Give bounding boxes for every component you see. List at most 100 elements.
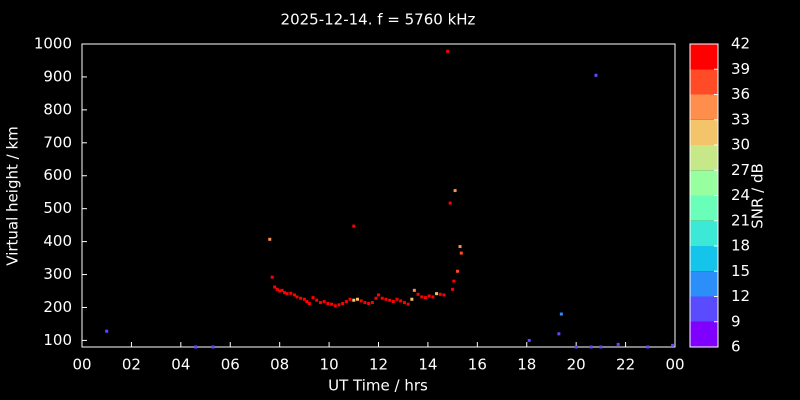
point bbox=[352, 298, 356, 302]
point bbox=[280, 288, 284, 292]
point bbox=[616, 342, 620, 346]
colorbar-bin bbox=[690, 145, 718, 171]
point bbox=[370, 301, 374, 305]
point bbox=[459, 251, 463, 255]
colorbar-bin bbox=[690, 271, 718, 297]
colorbar-tick-label: 39 bbox=[731, 60, 750, 78]
point bbox=[557, 332, 561, 336]
point bbox=[333, 304, 337, 308]
point bbox=[452, 279, 456, 283]
point bbox=[292, 293, 296, 297]
x-tick-label: 14 bbox=[418, 356, 437, 374]
point bbox=[448, 201, 452, 205]
point bbox=[363, 301, 367, 305]
x-tick-label: 20 bbox=[567, 356, 586, 374]
x-tick-label: 00 bbox=[72, 356, 91, 374]
x-tick-label: 08 bbox=[270, 356, 289, 374]
y-tick-label: 800 bbox=[43, 100, 72, 118]
colorbar-tick-label: 6 bbox=[731, 338, 741, 356]
point bbox=[453, 189, 457, 193]
colorbar-bin bbox=[690, 69, 718, 95]
point bbox=[359, 299, 363, 303]
point bbox=[431, 295, 435, 299]
point bbox=[574, 345, 578, 349]
x-tick-label: 06 bbox=[221, 356, 240, 374]
point bbox=[285, 292, 289, 296]
colorbar-tick-label: 24 bbox=[731, 186, 750, 204]
point bbox=[352, 224, 356, 228]
colorbar-tick-label: 12 bbox=[731, 287, 750, 305]
point bbox=[318, 301, 322, 305]
colorbar-tick-label: 36 bbox=[731, 85, 750, 103]
point bbox=[380, 296, 384, 300]
point bbox=[438, 292, 442, 296]
colorbar-bin bbox=[690, 195, 718, 221]
colorbar-bin bbox=[690, 170, 718, 196]
point bbox=[322, 300, 326, 304]
y-tick-label: 400 bbox=[43, 232, 72, 250]
point bbox=[305, 300, 309, 304]
point bbox=[388, 298, 392, 302]
point bbox=[289, 291, 293, 295]
point bbox=[451, 287, 455, 291]
point bbox=[283, 291, 287, 295]
colorbar-bin bbox=[690, 321, 718, 347]
point bbox=[326, 302, 330, 306]
colorbar-tick-label: 27 bbox=[731, 161, 750, 179]
y-axis-label: Virtual height / km bbox=[4, 126, 22, 265]
point bbox=[355, 297, 359, 301]
point bbox=[589, 345, 593, 349]
point bbox=[341, 302, 345, 306]
y-tick-label: 900 bbox=[43, 67, 72, 85]
point bbox=[527, 338, 531, 342]
colorbar-tick-label: 33 bbox=[731, 110, 750, 128]
x-tick-label: 00 bbox=[665, 356, 684, 374]
point bbox=[330, 302, 334, 306]
point bbox=[311, 296, 315, 300]
point bbox=[367, 302, 371, 306]
colorbar-tick-label: 30 bbox=[731, 136, 750, 154]
point bbox=[194, 345, 198, 349]
point bbox=[442, 293, 446, 297]
y-tick-label: 500 bbox=[43, 199, 72, 217]
x-tick-label: 16 bbox=[468, 356, 487, 374]
point bbox=[559, 312, 563, 316]
colorbar-bin bbox=[690, 44, 718, 70]
chart-title: 2025-12-14. f = 5760 kHz bbox=[281, 11, 476, 29]
point bbox=[416, 292, 420, 296]
point bbox=[295, 295, 299, 299]
point bbox=[599, 345, 603, 349]
point bbox=[410, 297, 414, 301]
point bbox=[435, 292, 439, 296]
point bbox=[671, 343, 675, 347]
point bbox=[105, 329, 109, 333]
point bbox=[377, 293, 380, 297]
colorbar-tick-label: 42 bbox=[731, 35, 750, 53]
point bbox=[348, 297, 352, 301]
point bbox=[420, 295, 424, 299]
point bbox=[391, 300, 395, 304]
y-tick-label: 200 bbox=[43, 298, 72, 316]
point bbox=[395, 297, 399, 301]
colorbar-tick-label: 18 bbox=[731, 237, 750, 255]
y-tick-label: 600 bbox=[43, 166, 72, 184]
colorbar-tick-label: 15 bbox=[731, 262, 750, 280]
point bbox=[427, 294, 431, 298]
point bbox=[646, 345, 650, 349]
colorbar-tick-label: 9 bbox=[731, 312, 741, 330]
colorbar-tick-label: 21 bbox=[731, 211, 750, 229]
x-tick-label: 18 bbox=[517, 356, 536, 374]
point bbox=[458, 245, 462, 249]
point bbox=[384, 297, 388, 301]
point bbox=[278, 289, 282, 293]
point bbox=[315, 298, 319, 302]
colorbar-label: SNR / dB bbox=[749, 163, 767, 229]
point bbox=[406, 302, 410, 306]
point bbox=[268, 237, 272, 241]
point bbox=[456, 269, 460, 273]
y-tick-label: 1000 bbox=[34, 35, 72, 53]
point bbox=[412, 288, 416, 292]
point bbox=[302, 297, 306, 301]
